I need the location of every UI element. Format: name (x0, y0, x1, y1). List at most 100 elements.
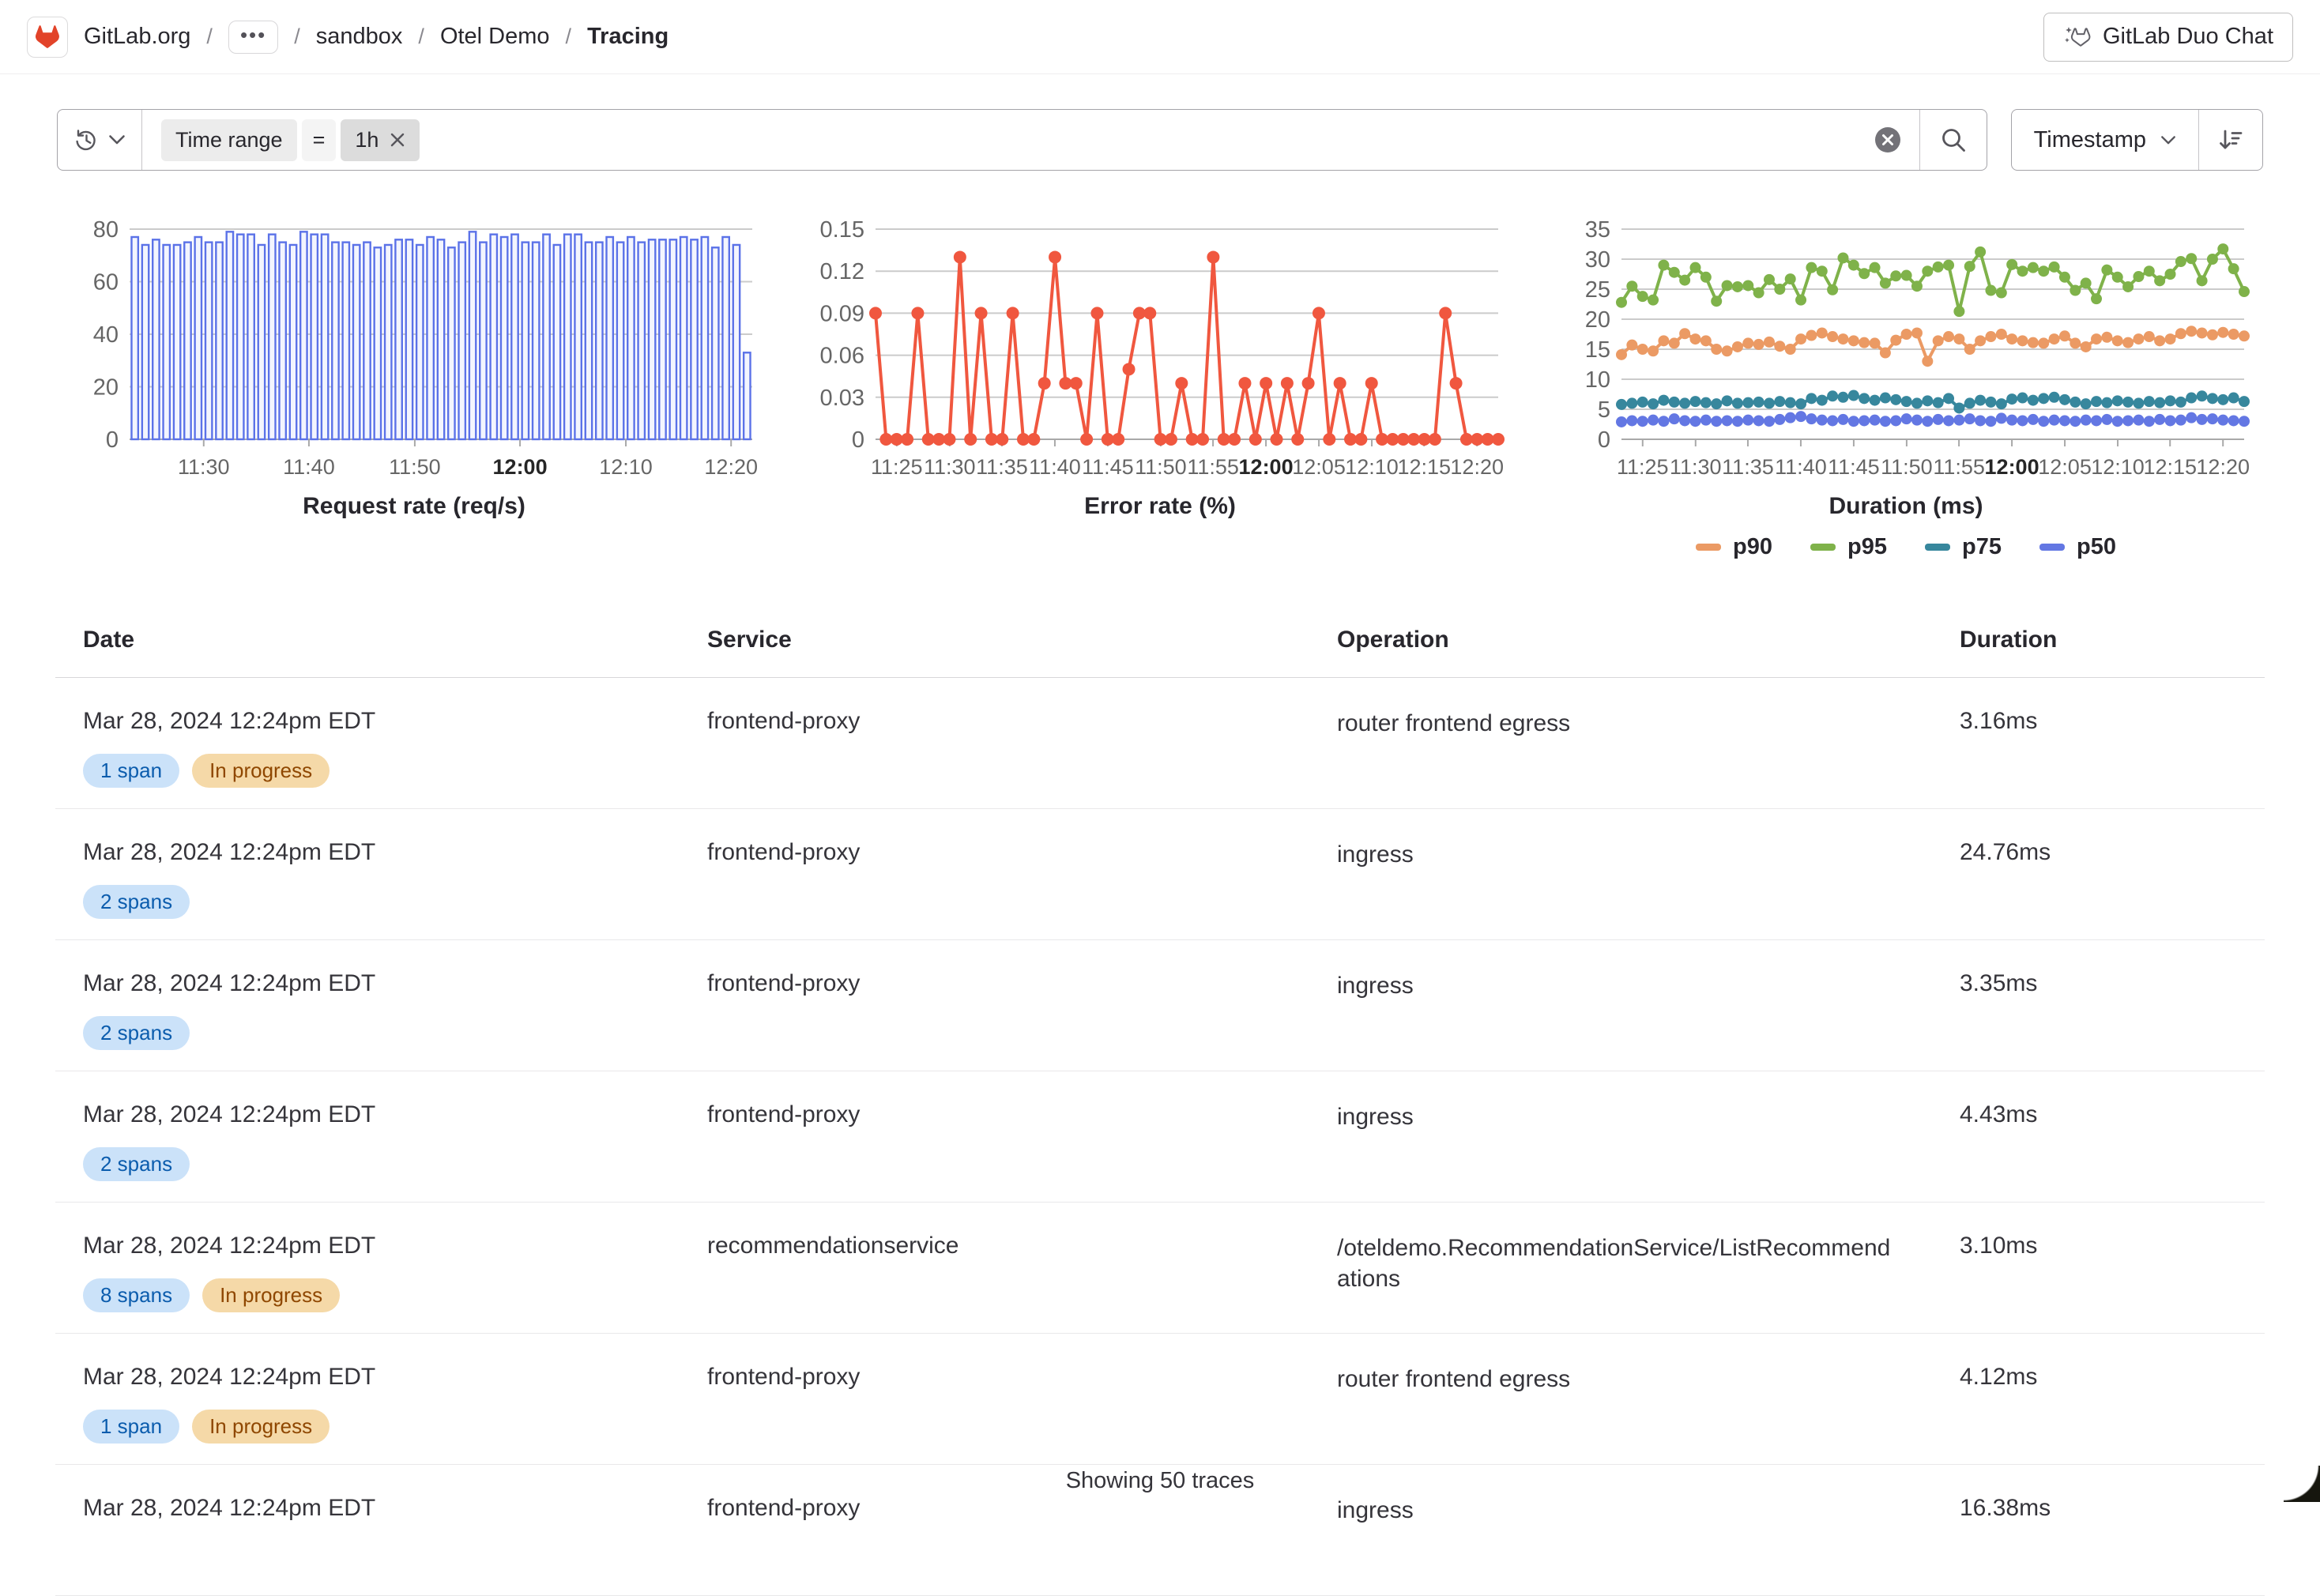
trace-service: frontend-proxy (707, 1364, 861, 1390)
duo-chat-button[interactable]: GitLab Duo Chat (2043, 12, 2293, 62)
svg-text:12:00: 12:00 (1985, 455, 2039, 479)
column-header-operation: Operation (1337, 627, 1449, 653)
request-rate-chart-canvas[interactable]: 0 20 40 60 80 11:30 11:40 11:50 12:00 12:10 12:20 (55, 215, 773, 491)
status-badge: In progress (192, 1410, 330, 1444)
chart-title: Error rate (%) (1084, 493, 1236, 519)
trace-date: Mar 28, 2024 12:24pm EDT (83, 1233, 376, 1259)
svg-text:12:05: 12:05 (1292, 455, 1346, 479)
filter-token-field[interactable]: Time range (161, 119, 297, 161)
trace-service: frontend-proxy (707, 1101, 861, 1127)
breadcrumb-root[interactable]: GitLab.org (84, 24, 191, 49)
charts-row: 0 20 40 60 80 11:30 11:40 11:50 12:00 12:10 12:20 … (0, 215, 2320, 560)
svg-text:12:15: 12:15 (1397, 455, 1451, 479)
trace-operation: ingress (1337, 1497, 1414, 1523)
svg-text:11:40: 11:40 (1775, 455, 1827, 479)
tanuki-icon (36, 25, 59, 48)
table-row[interactable]: Mar 28, 2024 12:24pm EDT 2 spans frontend-… (55, 1071, 2265, 1203)
filter-token-value[interactable]: 1h (341, 119, 420, 161)
sort-control: Timestamp (2010, 109, 2263, 171)
sort-field-dropdown[interactable]: Timestamp (2012, 110, 2199, 170)
filter-tokens: Time range = 1h (161, 119, 1872, 161)
svg-text:40: 40 (93, 322, 119, 348)
table-row[interactable]: Mar 28, 2024 12:24pm EDT 1 span In progres… (55, 1334, 2265, 1465)
trace-duration: 3.16ms (1960, 708, 2038, 734)
svg-text:0.09: 0.09 (820, 301, 864, 326)
legend-label: p90 (1733, 534, 1773, 559)
table-row[interactable]: Mar 28, 2024 12:24pm EDT 2 spans frontend-… (55, 809, 2265, 940)
svg-text:12:10: 12:10 (1345, 455, 1399, 479)
svg-text:12:00: 12:00 (493, 455, 548, 479)
trace-date: Mar 28, 2024 12:24pm EDT (83, 708, 376, 734)
trace-service: frontend-proxy (707, 1495, 861, 1521)
trace-duration: 3.35ms (1960, 970, 2038, 996)
legend-label: p75 (1962, 534, 2002, 559)
svg-text:11:40: 11:40 (1029, 455, 1081, 479)
span-count-badge: 1 span (83, 754, 180, 789)
svg-text:0.12: 0.12 (820, 259, 864, 284)
history-icon (76, 130, 96, 151)
trace-operation: ingress (1337, 841, 1414, 868)
filter-token-time-range[interactable]: Time range = 1h (161, 119, 420, 161)
trace-badges: 2 spans (83, 885, 707, 920)
svg-text:11:30: 11:30 (924, 455, 976, 479)
breadcrumb-separator: / (418, 24, 424, 48)
sort-field-label: Timestamp (2033, 126, 2146, 152)
breadcrumb-project[interactable]: Otel Demo (439, 24, 550, 49)
svg-text:11:30: 11:30 (178, 455, 230, 479)
duo-chat-label: GitLab Duo Chat (2102, 24, 2273, 49)
svg-text:11:25: 11:25 (871, 455, 923, 479)
span-count-badge: 8 spans (83, 1278, 190, 1313)
svg-text:12:10: 12:10 (599, 455, 653, 479)
filter-token-operator[interactable]: = (301, 119, 337, 161)
remove-token-icon[interactable] (390, 132, 405, 148)
legend-label: p95 (1847, 534, 1887, 559)
trace-date: Mar 28, 2024 12:24pm EDT (83, 970, 376, 996)
sort-descending-icon (2220, 130, 2243, 149)
chevron-down-icon (109, 135, 125, 145)
trace-operation: router frontend egress (1337, 710, 1571, 736)
table-row[interactable]: Mar 28, 2024 12:24pm EDT 2 spans frontend-… (55, 940, 2265, 1071)
table-row[interactable]: Mar 28, 2024 12:24pm EDT 1 span In progres… (55, 678, 2265, 809)
legend-item-p75[interactable]: p75 (1925, 534, 2002, 560)
svg-text:30: 30 (1585, 247, 1610, 273)
svg-text:25: 25 (1585, 277, 1610, 303)
breadcrumb-separator: / (294, 24, 300, 48)
gitlab-logo[interactable] (27, 16, 68, 58)
trace-date: Mar 28, 2024 12:24pm EDT (83, 839, 376, 865)
trace-operation: ingress (1337, 973, 1414, 999)
filtered-search-box[interactable]: Time range = 1h (57, 109, 1987, 171)
column-header-date: Date (83, 627, 135, 653)
status-badge: In progress (192, 754, 330, 789)
svg-text:60: 60 (93, 270, 119, 295)
svg-text:12:10: 12:10 (2091, 455, 2145, 479)
svg-text:12:20: 12:20 (1450, 455, 1504, 479)
legend-item-p50[interactable]: p50 (2039, 534, 2116, 560)
trace-duration: 3.10ms (1960, 1233, 2038, 1259)
trace-duration: 24.76ms (1960, 839, 2051, 865)
breadcrumb-group[interactable]: sandbox (315, 24, 403, 49)
search-history-dropdown[interactable] (58, 110, 142, 170)
legend-label: p50 (2076, 534, 2116, 559)
svg-text:0.03: 0.03 (820, 386, 864, 411)
breadcrumb-separator: / (206, 24, 213, 48)
trace-duration: 4.43ms (1960, 1101, 2038, 1127)
table-summary: Showing 50 traces (1065, 1468, 1255, 1493)
svg-text:11:25: 11:25 (1617, 455, 1669, 479)
breadcrumb-ellipsis-button[interactable]: ••• (228, 20, 279, 54)
svg-text:80: 80 (93, 217, 119, 243)
svg-text:11:50: 11:50 (389, 455, 441, 479)
breadcrumb: GitLab.org / ••• / sandbox / Otel Demo /… (27, 16, 669, 58)
sort-direction-button[interactable] (2199, 110, 2262, 170)
table-row[interactable]: Mar 28, 2024 12:24pm EDT 8 spans In progre… (55, 1203, 2265, 1334)
trace-badges: 1 span In progress (83, 754, 707, 789)
clear-search-button[interactable] (1872, 124, 1904, 156)
svg-text:0.15: 0.15 (820, 217, 864, 243)
legend-item-p95[interactable]: p95 (1810, 534, 1887, 560)
legend-item-p90[interactable]: p90 (1696, 534, 1772, 560)
trace-service: recommendationservice (707, 1233, 959, 1259)
error-rate-chart: 0 0.03 0.06 0.09 0.12 0.15 11:25 11:30 11:35 11:4… (787, 215, 1533, 560)
search-submit-button[interactable] (1919, 110, 1987, 170)
svg-text:12:05: 12:05 (2038, 455, 2092, 479)
